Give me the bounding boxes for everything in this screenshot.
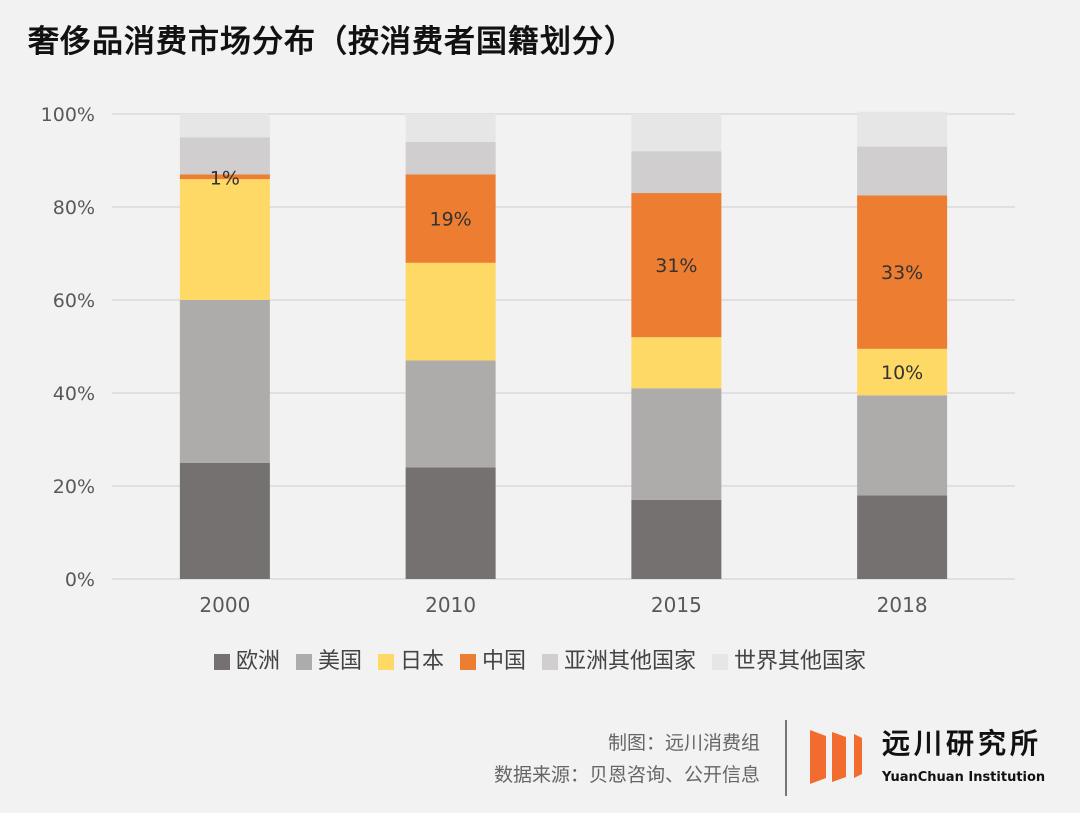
legend-item: 日本 bbox=[377, 648, 444, 676]
bar-segment bbox=[179, 179, 270, 300]
stacked-bar-chart: 0% 20% 40% 60% 80% 100% 2000 1% 2010 19% 2015 31% 20… bbox=[41, 104, 1015, 617]
logo-name-en: YuanChuan Institution bbox=[882, 770, 1046, 785]
legend-label: 世界其他国家 bbox=[734, 649, 867, 674]
bar-segment bbox=[857, 146, 948, 196]
x-tick-label: 2010 bbox=[425, 593, 476, 617]
y-tick-label: 20% bbox=[53, 476, 95, 498]
legend-label: 美国 bbox=[317, 649, 362, 674]
data-label: 1% bbox=[210, 167, 240, 189]
y-tick-label: 80% bbox=[53, 197, 95, 219]
bar-segment bbox=[631, 114, 722, 152]
legend-item: 中国 bbox=[460, 648, 526, 676]
credits: 制图：远川消费组 数据来源：贝恩咨询、公开信息 bbox=[494, 727, 760, 791]
bar-segment bbox=[405, 114, 496, 142]
bar-segment bbox=[179, 462, 270, 579]
bar-segment bbox=[631, 499, 722, 579]
x-tick-label: 2018 bbox=[877, 593, 928, 617]
bar-segment bbox=[405, 174, 496, 263]
bar-segment bbox=[405, 360, 496, 468]
legend-swatch bbox=[542, 654, 559, 670]
legend-item: 美国 bbox=[295, 648, 362, 676]
x-tick-label: 2015 bbox=[651, 593, 702, 617]
chart-title: 奢侈品消费市场分布（按消费者国籍划分） bbox=[28, 24, 636, 60]
bar-segment bbox=[179, 174, 270, 180]
data-label: 33% bbox=[881, 262, 923, 284]
bar-segment bbox=[631, 151, 722, 194]
y-tick-label: 40% bbox=[53, 383, 95, 405]
logo-name-cn: 远川研究所 bbox=[882, 727, 1043, 760]
bar-segment bbox=[405, 467, 496, 579]
bar-segment bbox=[405, 262, 496, 361]
legend-swatch bbox=[712, 654, 729, 670]
legend-label: 亚洲其他国家 bbox=[564, 649, 697, 674]
logo-bars-icon bbox=[810, 730, 862, 784]
bar-segment bbox=[631, 388, 722, 500]
bar-segment bbox=[857, 395, 948, 496]
credit-text: 制图：远川消费组 bbox=[607, 732, 760, 754]
data-label: 31% bbox=[655, 255, 697, 277]
legend-swatch bbox=[377, 654, 394, 670]
legend-label: 中国 bbox=[482, 649, 527, 674]
bar-segment bbox=[179, 300, 270, 463]
bar-segment bbox=[857, 195, 948, 349]
divider bbox=[785, 720, 787, 796]
bar-segment bbox=[857, 348, 948, 396]
legend-label: 欧洲 bbox=[235, 649, 280, 674]
legend-label: 日本 bbox=[399, 649, 444, 674]
y-tick-label: 0% bbox=[65, 569, 95, 591]
legend-swatch bbox=[213, 654, 230, 670]
y-tick-label: 60% bbox=[53, 290, 95, 312]
legend: 欧洲 美国 日本 中国 亚洲其他国家 世界其他国家 bbox=[0, 648, 1080, 676]
bar-segment bbox=[631, 337, 722, 389]
bar-segment bbox=[179, 137, 270, 175]
source-text: 数据来源：贝恩咨询、公开信息 bbox=[493, 764, 760, 786]
x-tick-label: 2000 bbox=[199, 593, 250, 617]
legend-swatch bbox=[295, 654, 312, 670]
data-label: 10% bbox=[881, 362, 923, 384]
bar-segment bbox=[631, 193, 722, 338]
bar-segment bbox=[179, 114, 270, 138]
data-label: 19% bbox=[430, 209, 472, 231]
bar-segment bbox=[857, 495, 948, 579]
bar-segment bbox=[405, 141, 496, 175]
legend-swatch bbox=[460, 654, 476, 670]
bar-segment bbox=[857, 111, 948, 147]
legend-item: 欧洲 bbox=[213, 648, 280, 676]
legend-item: 世界其他国家 bbox=[712, 648, 866, 676]
y-tick-label: 100% bbox=[41, 104, 95, 126]
legend-item: 亚洲其他国家 bbox=[542, 648, 696, 676]
